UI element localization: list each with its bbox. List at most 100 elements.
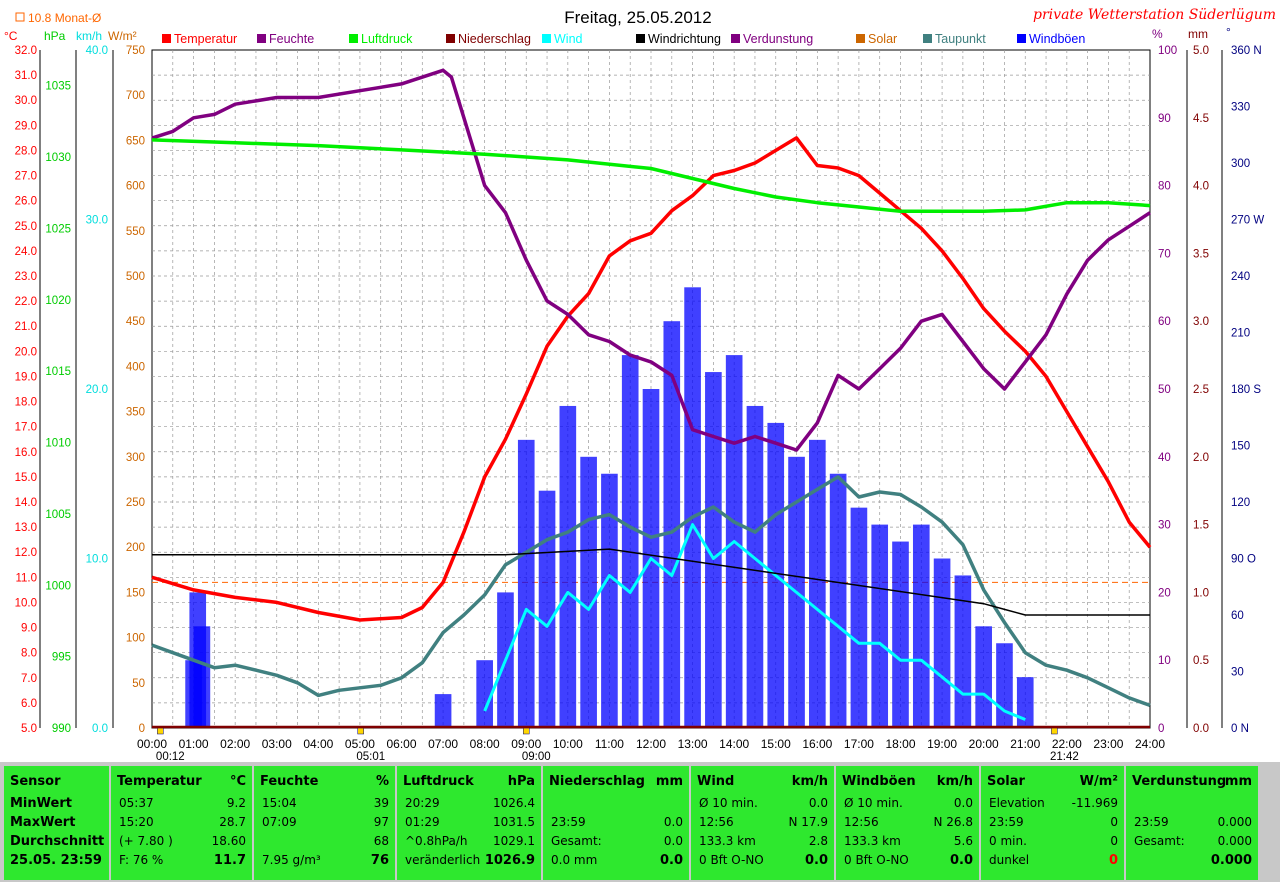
temp-tick-label: 32.0 — [15, 45, 37, 57]
temp-tick-label: 26.0 — [15, 196, 37, 208]
solar-tick-label: 700 — [126, 90, 145, 102]
rain-tick-label: 0.5 — [1193, 655, 1209, 667]
table-column-header: Temperatur — [117, 774, 202, 789]
solar-tick-label: 550 — [126, 226, 145, 238]
temp-tick-label: 21.0 — [15, 321, 37, 333]
wind-gust-bar — [1016, 677, 1034, 728]
wind-gust-bar — [996, 643, 1013, 728]
wind-gust-bar — [621, 355, 639, 728]
time-tick-label: 10:00 — [553, 737, 583, 751]
table-column-header: Feuchte — [260, 774, 319, 789]
table-cell-value: 1029.1 — [493, 834, 535, 848]
direction-tick-label: 90 O — [1231, 554, 1256, 566]
humidity-tick-label: 30 — [1158, 520, 1171, 532]
table-column-8: Verdunstung mm 23:59 0.000 Gesamt: 0.000 0.000 — [1126, 766, 1258, 880]
humidity-unit: % — [1152, 27, 1163, 41]
legend-entry: Windrichtung — [648, 32, 721, 46]
table-cell-label: 12:56 — [699, 815, 734, 829]
wind-gust-bar — [538, 490, 556, 728]
table-cell-label: Ø 10 min. — [699, 796, 758, 810]
wind-gust-bar — [933, 558, 951, 728]
summary-table: Sensor MinWert MaxWert Durchschnitt 25.05. 2… — [0, 762, 1280, 882]
temp-tick-label: 8.0 — [21, 648, 37, 660]
direction-tick-label: 210 — [1231, 328, 1250, 340]
direction-tick-label: 300 — [1231, 158, 1250, 170]
wind-tick-label: 40.0 — [86, 45, 108, 57]
table-column-unit: °C — [229, 774, 246, 789]
table-cell-label: 0 min. — [989, 834, 1027, 848]
solar-tick-label: 300 — [126, 452, 145, 464]
table-column-0: Sensor MinWert MaxWert Durchschnitt 25.05. 2… — [4, 766, 109, 880]
table-cell-value: 1031.5 — [493, 815, 535, 829]
temp-tick-label: 31.0 — [15, 70, 37, 82]
table-cell-label: (+ 7.80 ) — [119, 834, 173, 848]
time-marker-label: 21:42 — [1050, 751, 1079, 762]
pressure-tick-label: 995 — [52, 652, 71, 664]
solar-tick-label: 0 — [139, 723, 145, 735]
table-cell-value: 2.8 — [808, 834, 828, 848]
wind-gust-bar — [975, 626, 992, 728]
legend-entry: Windböen — [1029, 32, 1085, 46]
solar-tick-label: 50 — [132, 678, 145, 690]
table-cell-label: Gesamt: — [1134, 834, 1185, 848]
table-column-header: Solar — [987, 774, 1025, 789]
table-column-6: Windböen km/h Ø 10 min. 0.0 12:56 N 26.8 133.3… — [836, 766, 979, 880]
table-row-label: MaxWert — [10, 815, 76, 830]
table-cell-label: F: 76 % — [119, 853, 164, 867]
table-column-unit: % — [375, 774, 389, 789]
table-cell-value: 0 — [1108, 853, 1118, 868]
time-tick-label: 08:00 — [470, 737, 500, 751]
solar-tick-label: 200 — [126, 542, 145, 554]
table-cell-value: 1026.4 — [493, 796, 535, 810]
table-cell-label: veränderlich — [405, 853, 481, 867]
humidity-tick-label: 100 — [1158, 45, 1177, 57]
dew-series-line — [151, 475, 1151, 708]
humidity-tick-label: 40 — [1158, 452, 1171, 464]
wind-gust-bar — [705, 372, 722, 728]
time-tick-label: 04:00 — [303, 737, 333, 751]
wind-gust-bar — [954, 575, 972, 728]
rain-tick-label: 4.5 — [1193, 113, 1209, 125]
rain-unit: mm — [1188, 27, 1208, 41]
direction-tick-label: 270 W — [1231, 215, 1264, 227]
rain-tick-label: 3.0 — [1193, 316, 1209, 328]
table-cell-label: 15:20 — [119, 815, 154, 829]
table-cell-label: 0 Bft O-NO — [699, 853, 764, 867]
direction-tick-label: 120 — [1231, 497, 1250, 509]
table-cell-value: N 17.9 — [788, 815, 828, 829]
wind-gust-bar — [829, 473, 847, 728]
temp-tick-label: 11.0 — [15, 572, 37, 584]
table-cell-label: 23:59 — [989, 815, 1024, 829]
time-marker — [157, 727, 164, 735]
legend-swatch — [446, 34, 455, 43]
pressure-tick-label: 1005 — [45, 509, 71, 521]
table-cell-value: 0.0 — [663, 834, 683, 848]
table-cell-label: Ø 10 min. — [844, 796, 903, 810]
temp-tick-label: 20.0 — [15, 346, 37, 358]
solar-tick-label: 600 — [126, 181, 145, 193]
table-cell-label: 12:56 — [844, 815, 879, 829]
table-cell-value: 0.000 — [1217, 834, 1252, 848]
table-row-label: 25.05. 23:59 — [10, 853, 102, 868]
time-marker-label: 05:01 — [356, 751, 385, 762]
solar-tick-label: 400 — [126, 361, 145, 373]
time-tick-label: 22:00 — [1052, 737, 1082, 751]
legend-swatch — [1017, 34, 1026, 43]
table-cell-value: 0 — [1110, 815, 1118, 829]
legend-entry: Solar — [868, 32, 897, 46]
table-cell-value: 28.7 — [219, 815, 246, 829]
wind-tick-label: 30.0 — [86, 215, 108, 227]
legend-swatch — [856, 34, 865, 43]
time-tick-label: 17:00 — [844, 737, 874, 751]
temp-tick-label: 29.0 — [15, 120, 37, 132]
time-tick-label: 01:00 — [179, 737, 209, 751]
time-tick-label: 15:00 — [761, 737, 791, 751]
time-tick-label: 07:00 — [428, 737, 458, 751]
table-cell-label: 133.3 km — [699, 834, 756, 848]
time-tick-label: 09:00 — [511, 737, 541, 751]
solar-tick-label: 350 — [126, 407, 145, 419]
direction-tick-label: 360 N — [1231, 45, 1262, 57]
temp-tick-label: 28.0 — [15, 145, 37, 157]
solar-tick-label: 450 — [126, 316, 145, 328]
wind-gust-bar — [663, 321, 681, 728]
